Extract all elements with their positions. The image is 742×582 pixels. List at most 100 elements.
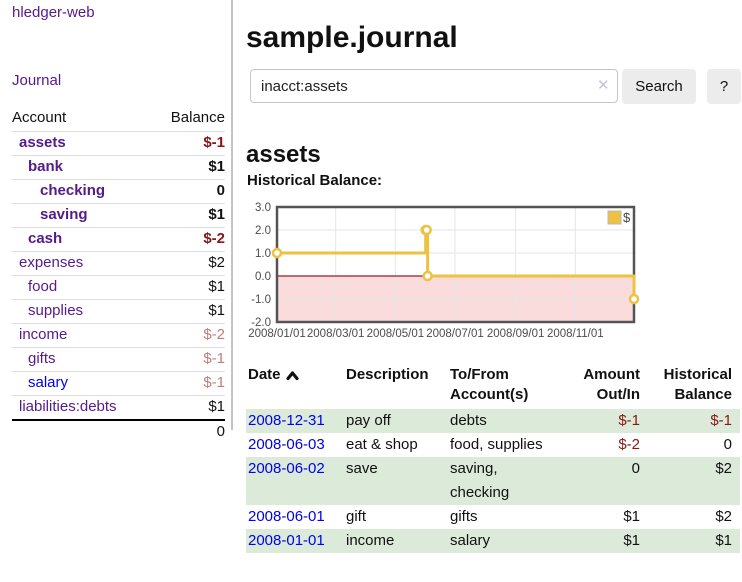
date-cell: 2008-06-01: [246, 505, 344, 529]
description-cell: income: [346, 532, 395, 549]
register-row: 2008-12-31 pay off debts $-1 $-1: [246, 409, 740, 433]
x-tick-label: 2008/07/01: [426, 328, 484, 340]
accounts-total-balance: 0: [216, 423, 225, 440]
account-row: assets $-1: [12, 131, 225, 156]
account-row: food $1: [12, 275, 225, 300]
account-link-bank[interactable]: bank: [28, 158, 64, 175]
date-cell: 2008-12-31: [246, 409, 344, 433]
balance-cell: 0: [723, 436, 732, 453]
description-cell: save: [346, 460, 378, 477]
x-tick-label: 2008/11/01: [547, 328, 604, 340]
description-cell: gift: [346, 508, 367, 525]
account-balance: $-2: [203, 326, 225, 343]
account-cell: checking: [12, 180, 152, 204]
sort-ascending-icon: [285, 370, 299, 380]
account-cell: assets: [12, 132, 152, 156]
register-row: 2008-06-01 gift gifts $1 $2: [246, 505, 740, 529]
accounts-total-row: 0: [12, 420, 225, 444]
search-button[interactable]: Search: [622, 69, 696, 104]
account-row: salary $-1: [12, 371, 225, 396]
account-balance: $-1: [203, 374, 225, 391]
account-row: saving $1: [12, 203, 225, 228]
y-tick-label: 3.0: [255, 202, 271, 214]
account-balance: $1: [208, 302, 225, 319]
account-row: bank $1: [12, 155, 225, 180]
accounts-cell: debts: [450, 412, 487, 429]
clear-search-icon[interactable]: ✕: [597, 77, 610, 94]
account-link-checking[interactable]: checking: [40, 182, 106, 199]
chart-point: [271, 247, 283, 259]
account-link-food[interactable]: food: [28, 278, 58, 295]
balance-column-header: Balance: [170, 109, 225, 126]
sidebar-divider: [231, 0, 233, 430]
y-tick-label: -1.0: [251, 294, 271, 306]
date-cell: 2008-06-02: [246, 457, 344, 505]
account-balance: $2: [208, 254, 225, 271]
app-title-link[interactable]: hledger-web: [12, 4, 95, 21]
account-balance: 0: [216, 182, 225, 199]
account-link-expenses[interactable]: expenses: [19, 254, 84, 271]
account-cell: expenses: [12, 252, 152, 276]
y-tick-label: 1.0: [255, 248, 271, 260]
chart-label: Historical Balance:: [247, 172, 383, 189]
account-link-salary[interactable]: salary: [28, 374, 69, 391]
register-header-row: Date Description To/From Account(s) Amou…: [246, 363, 740, 409]
accounts-cell: salary: [450, 532, 491, 549]
search-input[interactable]: [250, 69, 618, 103]
account-cell: saving: [12, 204, 152, 228]
page-title: sample.journal: [246, 21, 458, 55]
y-tick-label: 2.0: [255, 225, 271, 237]
transaction-date-link[interactable]: 2008-12-31: [248, 412, 325, 429]
help-button[interactable]: ?: [707, 69, 741, 104]
account-balance: $1: [208, 398, 225, 415]
account-link-cash[interactable]: cash: [28, 230, 63, 247]
y-tick-label: -2.0: [251, 317, 271, 329]
account-link-gifts[interactable]: gifts: [28, 350, 56, 367]
description-column-header: Description: [346, 366, 429, 383]
account-link-liabilities-debts[interactable]: liabilities:debts: [19, 398, 117, 415]
account-link-saving[interactable]: saving: [40, 206, 88, 223]
account-cell: liabilities:debts: [12, 396, 152, 421]
chart-point: [422, 270, 433, 282]
transaction-date-link[interactable]: 2008-06-01: [248, 508, 325, 525]
legend-swatch-icon: [607, 210, 622, 225]
register-row: 2008-06-02 save saving, checking 0 $2: [246, 457, 740, 505]
account-row: liabilities:debts $1: [12, 395, 225, 421]
account-row: income $-2: [12, 323, 225, 348]
amount-cell: $1: [623, 508, 640, 525]
account-balance: $1: [208, 158, 225, 175]
description-cell: eat & shop: [346, 436, 418, 453]
accounts-cell: gifts: [450, 508, 478, 525]
x-tick-label: 2008/03/01: [307, 328, 365, 340]
account-row: cash $-2: [12, 227, 225, 252]
balance-cell: $1: [715, 532, 732, 549]
balance-column-header-main: Historical Balance: [663, 366, 732, 403]
account-column-header: Account: [12, 109, 67, 126]
account-balance: $1: [208, 206, 225, 223]
chart-point: [421, 224, 432, 236]
account-row: gifts $-1: [12, 347, 225, 372]
legend-label: $: [623, 210, 631, 225]
x-tick-label: 2008/05/01: [367, 328, 425, 340]
account-row: supplies $1: [12, 299, 225, 324]
account-link-assets[interactable]: assets: [19, 134, 66, 151]
account-cell: gifts: [12, 348, 152, 372]
x-tick-label: 2008/09/01: [487, 328, 545, 340]
description-cell: pay off: [346, 412, 391, 429]
register-table: Date Description To/From Account(s) Amou…: [246, 363, 740, 553]
account-link-supplies[interactable]: supplies: [28, 302, 84, 319]
accounts-cell: saving, checking: [450, 460, 510, 501]
account-row: expenses $2: [12, 251, 225, 276]
account-cell: food: [12, 276, 152, 300]
account-balance: $-1: [203, 350, 225, 367]
transaction-date-link[interactable]: 2008-06-03: [248, 436, 325, 453]
account-link-income[interactable]: income: [19, 326, 68, 343]
transaction-date-link[interactable]: 2008-01-01: [248, 532, 325, 549]
sidebar-item-journal[interactable]: Journal: [12, 72, 62, 89]
date-column-header[interactable]: Date: [246, 363, 344, 409]
transaction-date-link[interactable]: 2008-06-02: [248, 460, 325, 477]
accounts-cell: food, supplies: [450, 436, 543, 453]
account-balance: $-2: [203, 230, 225, 247]
amount-column-header: Amount Out/In: [583, 366, 640, 403]
date-cell: 2008-01-01: [246, 529, 344, 553]
